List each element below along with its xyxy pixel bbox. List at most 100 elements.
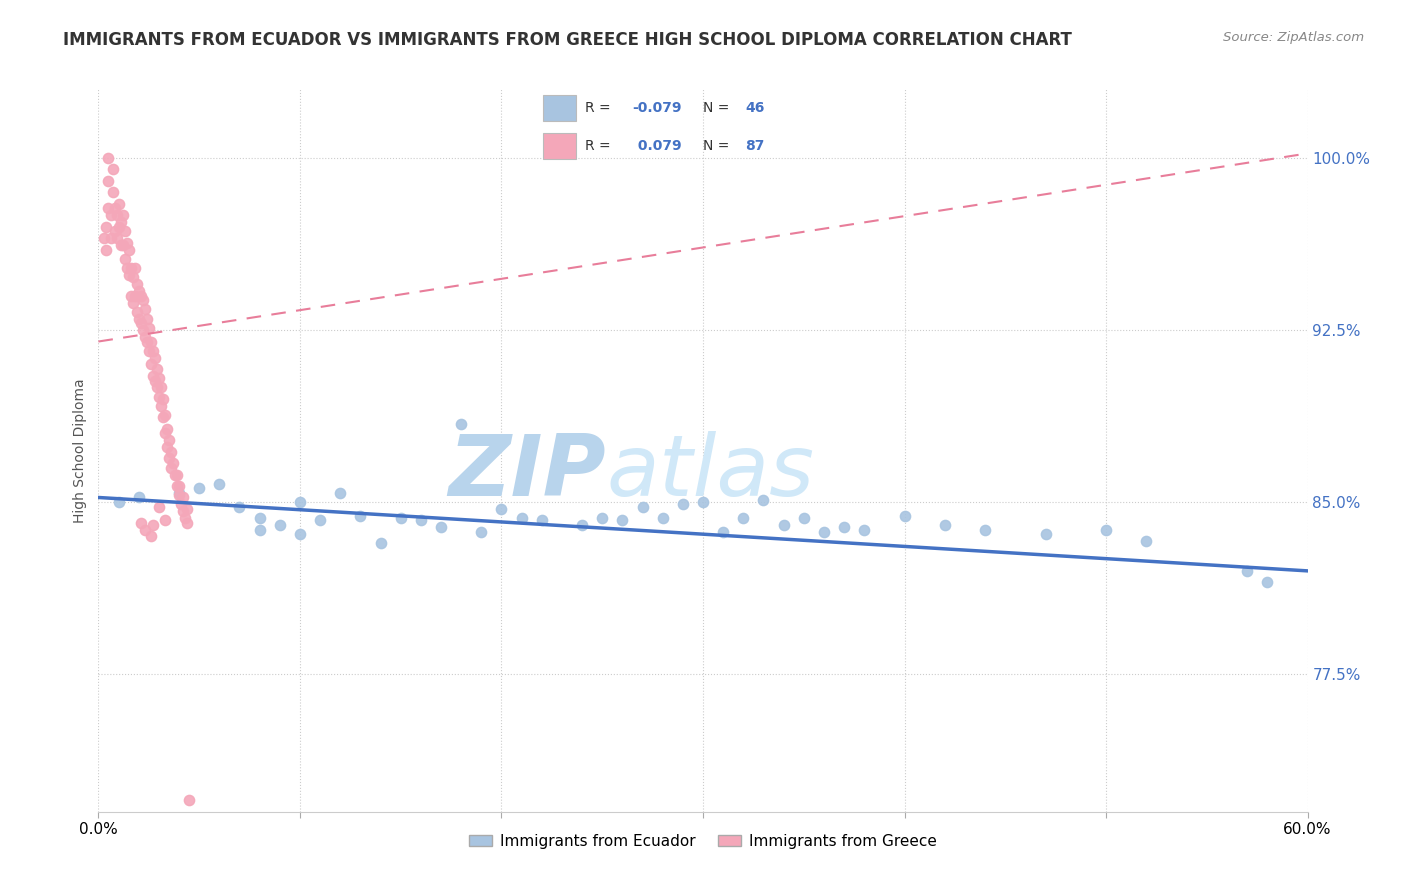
Point — [129, 288, 152, 302]
Point — [1035, 527, 1057, 541]
Point — [832, 520, 855, 534]
Point — [110, 215, 132, 229]
Point — [176, 502, 198, 516]
Point — [160, 460, 183, 475]
Point — [132, 323, 155, 337]
Text: N =: N = — [703, 139, 734, 153]
Point — [409, 513, 432, 527]
Point — [651, 511, 673, 525]
Legend: Immigrants from Ecuador, Immigrants from Greece: Immigrants from Ecuador, Immigrants from… — [463, 828, 943, 855]
Point — [170, 497, 193, 511]
Point — [139, 529, 162, 543]
Point — [100, 208, 122, 222]
Point — [631, 500, 654, 514]
Point — [166, 479, 188, 493]
Point — [149, 399, 172, 413]
Text: ZIP: ZIP — [449, 431, 606, 514]
Point — [157, 433, 180, 447]
Point — [110, 238, 132, 252]
Point — [111, 208, 134, 222]
Point — [1095, 523, 1118, 537]
Point — [148, 371, 170, 385]
Point — [591, 511, 613, 525]
FancyBboxPatch shape — [543, 95, 576, 121]
Point — [107, 219, 129, 234]
Point — [143, 351, 166, 365]
Point — [612, 513, 634, 527]
Point — [101, 186, 124, 200]
Point — [162, 456, 184, 470]
Point — [1135, 534, 1157, 549]
Point — [129, 516, 152, 530]
Point — [105, 231, 128, 245]
Point — [129, 316, 152, 330]
Text: atlas: atlas — [606, 431, 814, 514]
Point — [125, 304, 148, 318]
Point — [134, 302, 156, 317]
Point — [470, 524, 492, 539]
Point — [118, 243, 141, 257]
Point — [163, 467, 186, 482]
Point — [142, 343, 165, 358]
Point — [156, 422, 179, 436]
Point — [228, 500, 250, 514]
Point — [893, 508, 915, 523]
Point — [139, 358, 162, 372]
Text: 87: 87 — [745, 139, 765, 153]
Point — [115, 235, 138, 250]
Point — [188, 481, 211, 495]
Text: R =: R = — [585, 101, 614, 115]
Point — [733, 511, 755, 525]
Point — [148, 500, 170, 514]
Point — [370, 536, 392, 550]
Text: -0.079: -0.079 — [633, 101, 682, 115]
Point — [96, 219, 118, 234]
Point — [146, 380, 169, 394]
Point — [114, 224, 136, 238]
Point — [139, 334, 162, 349]
Point — [146, 362, 169, 376]
Point — [166, 467, 188, 482]
Point — [249, 523, 271, 537]
Point — [142, 368, 165, 383]
Text: Source: ZipAtlas.com: Source: ZipAtlas.com — [1223, 31, 1364, 45]
Point — [309, 513, 332, 527]
Point — [692, 495, 714, 509]
Point — [269, 518, 291, 533]
Point — [128, 284, 150, 298]
Point — [107, 495, 129, 509]
Point — [349, 508, 371, 523]
Point — [813, 524, 835, 539]
Point — [115, 261, 138, 276]
Point — [132, 293, 155, 308]
Point — [510, 511, 533, 525]
Point — [672, 497, 695, 511]
Point — [172, 504, 194, 518]
Point — [107, 197, 129, 211]
Text: R =: R = — [585, 139, 614, 153]
Point — [1236, 564, 1258, 578]
Point — [121, 295, 143, 310]
Point — [160, 444, 183, 458]
Point — [97, 174, 120, 188]
Point — [128, 311, 150, 326]
Point — [491, 502, 513, 516]
Point — [121, 270, 143, 285]
Point — [156, 440, 179, 454]
Point — [153, 513, 176, 527]
FancyBboxPatch shape — [543, 133, 576, 159]
Point — [105, 208, 128, 222]
Point — [93, 231, 115, 245]
Point — [149, 380, 172, 394]
Point — [853, 523, 876, 537]
Point — [125, 277, 148, 292]
Point — [389, 511, 412, 525]
Point — [288, 495, 311, 509]
Point — [111, 238, 134, 252]
Point — [711, 524, 734, 539]
Point — [430, 520, 453, 534]
Point — [752, 492, 775, 507]
Point — [179, 793, 201, 807]
Point — [176, 516, 198, 530]
Point — [167, 479, 190, 493]
